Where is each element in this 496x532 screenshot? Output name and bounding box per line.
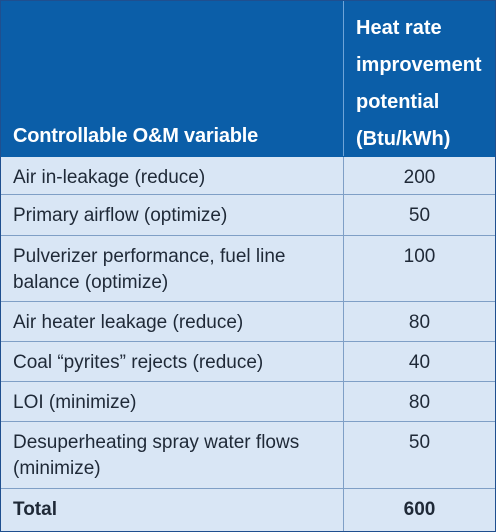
variable-cell: Pulverizer performance, fuel line balanc… (1, 236, 344, 301)
table-row: Coal “pyrites” rejects (reduce) 40 (1, 342, 495, 382)
value-cell: 100 (344, 236, 495, 301)
value-cell: 50 (344, 195, 495, 235)
value-cell: 200 (344, 157, 495, 194)
table-row: Air in-leakage (reduce) 200 (1, 157, 495, 195)
header-potential-label: Heat rate improvement potential (Btu/kWh… (356, 17, 482, 150)
variable-cell: LOI (minimize) (1, 382, 344, 421)
variable-text: Primary airflow (optimize) (13, 205, 228, 226)
variable-cell: Primary airflow (optimize) (1, 195, 344, 235)
variable-cell: Coal “pyrites” rejects (reduce) (1, 342, 344, 381)
variable-text: Coal “pyrites” rejects (reduce) (13, 352, 264, 373)
total-value: 600 (403, 499, 436, 520)
table-row: Pulverizer performance, fuel line balanc… (1, 236, 495, 302)
table-row: Air heater leakage (reduce) 80 (1, 302, 495, 342)
value-text: 200 (403, 167, 436, 188)
value-cell: 40 (344, 342, 495, 381)
header-cell-potential: Heat rate improvement potential (Btu/kWh… (344, 1, 495, 156)
variable-text: Pulverizer performance, fuel line balanc… (13, 246, 286, 293)
total-label: Total (13, 499, 57, 520)
value-cell: 80 (344, 382, 495, 421)
header-cell-variable: Controllable O&M variable (1, 1, 344, 156)
variable-cell: Air in-leakage (reduce) (1, 157, 344, 194)
value-text: 50 (408, 432, 431, 453)
value-text: 80 (408, 312, 431, 333)
variable-cell: Air heater leakage (reduce) (1, 302, 344, 341)
table-header-row: Controllable O&M variable Heat rate impr… (1, 1, 495, 157)
value-text: 100 (403, 246, 436, 267)
table-row: Desuperheating spray water flows (minimi… (1, 422, 495, 489)
value-text: 40 (408, 352, 431, 373)
value-text: 80 (408, 392, 431, 413)
total-label-cell: Total (1, 489, 344, 531)
table-row: LOI (minimize) 80 (1, 382, 495, 422)
variable-cell: Desuperheating spray water flows (minimi… (1, 422, 344, 488)
value-cell: 80 (344, 302, 495, 341)
table-total-row: Total 600 (1, 489, 495, 531)
value-cell: 50 (344, 422, 495, 488)
variable-text: Air heater leakage (reduce) (13, 312, 244, 333)
header-variable-label: Controllable O&M variable (13, 125, 259, 147)
variable-text: Air in-leakage (reduce) (13, 167, 206, 188)
table-row: Primary airflow (optimize) 50 (1, 195, 495, 236)
variable-text: LOI (minimize) (13, 392, 137, 413)
variable-text: Desuperheating spray water flows (minimi… (13, 432, 300, 479)
total-value-cell: 600 (344, 489, 495, 531)
value-text: 50 (408, 205, 431, 226)
